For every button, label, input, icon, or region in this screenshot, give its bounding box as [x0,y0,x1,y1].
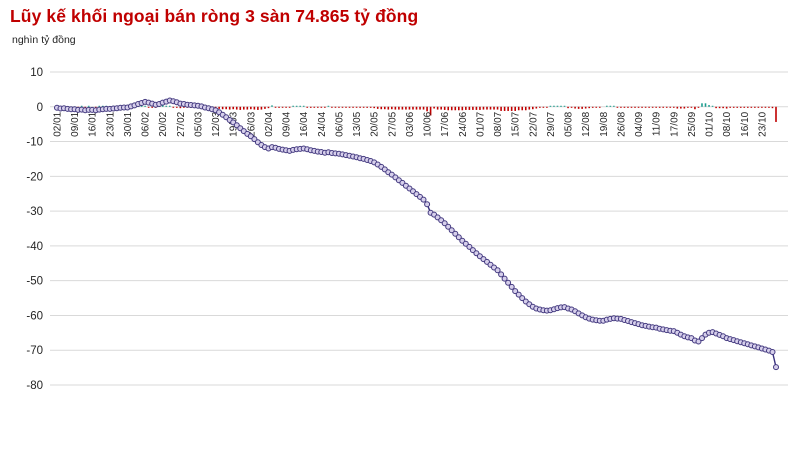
svg-text:20/05: 20/05 [370,111,381,136]
svg-text:-70: -70 [26,345,43,357]
svg-text:08/10: 08/10 [722,111,733,136]
svg-text:17/09: 17/09 [669,111,680,136]
svg-text:-30: -30 [26,206,43,218]
svg-text:02/01: 02/01 [53,111,64,136]
svg-text:13/05: 13/05 [352,111,363,136]
svg-text:25/09: 25/09 [687,111,698,136]
svg-text:0: 0 [37,102,43,114]
svg-text:12/08: 12/08 [581,111,592,136]
svg-text:30/01: 30/01 [123,111,134,136]
svg-text:-40: -40 [26,241,43,253]
svg-text:03/06: 03/06 [405,111,416,136]
svg-text:-10: -10 [26,137,43,149]
svg-text:23/01: 23/01 [105,111,116,136]
svg-text:11/09: 11/09 [652,111,663,136]
svg-text:10: 10 [30,67,43,79]
svg-text:27/05: 27/05 [387,111,398,136]
svg-text:16/04: 16/04 [299,111,310,136]
svg-text:24/04: 24/04 [317,111,328,136]
svg-text:04/09: 04/09 [634,111,645,136]
svg-text:23/10: 23/10 [757,111,768,136]
chart-unit-label: nghìn tỷ đồng [12,34,76,46]
svg-text:19/08: 19/08 [599,111,610,136]
svg-text:01/10: 01/10 [705,111,716,136]
svg-text:17/06: 17/06 [440,111,451,136]
svg-text:-80: -80 [26,380,43,392]
svg-text:09/04: 09/04 [282,111,293,136]
svg-text:26/03: 26/03 [246,111,257,136]
svg-text:05/08: 05/08 [564,111,575,136]
svg-text:16/01: 16/01 [88,111,99,136]
svg-text:10/06: 10/06 [423,111,434,136]
svg-text:12/03: 12/03 [211,111,222,136]
svg-text:02/04: 02/04 [264,111,275,136]
svg-text:-50: -50 [26,276,43,288]
svg-text:27/02: 27/02 [176,111,187,136]
svg-text:29/07: 29/07 [546,111,557,136]
svg-text:06/02: 06/02 [141,111,152,136]
svg-text:09/01: 09/01 [70,111,81,136]
svg-text:-20: -20 [26,171,43,183]
svg-text:05/03: 05/03 [193,111,204,136]
svg-text:15/07: 15/07 [511,111,522,136]
svg-text:24/06: 24/06 [458,111,469,136]
svg-text:01/07: 01/07 [475,111,486,136]
svg-text:16/10: 16/10 [740,111,751,136]
svg-text:26/08: 26/08 [616,111,627,136]
svg-text:22/07: 22/07 [528,111,539,136]
svg-text:-60: -60 [26,310,43,322]
chart-title: Lũy kế khối ngoại bán ròng 3 sàn 74.865 … [10,6,419,26]
svg-text:20/02: 20/02 [158,111,169,136]
svg-text:06/05: 06/05 [334,111,345,136]
svg-text:08/07: 08/07 [493,111,504,136]
